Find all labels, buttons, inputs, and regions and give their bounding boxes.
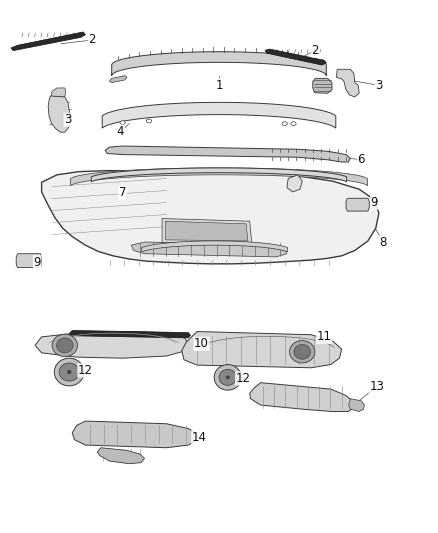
Polygon shape [19,256,39,265]
Text: 12: 12 [236,372,251,385]
Text: 7: 7 [119,187,127,199]
Polygon shape [110,76,127,83]
Ellipse shape [214,365,241,390]
Polygon shape [52,88,66,97]
Polygon shape [182,332,342,368]
Text: 10: 10 [194,337,209,350]
Text: 1: 1 [215,79,223,92]
Polygon shape [42,171,379,264]
Ellipse shape [52,334,78,357]
Ellipse shape [294,344,311,359]
Polygon shape [48,96,71,132]
Ellipse shape [146,119,152,123]
Polygon shape [162,219,252,244]
Ellipse shape [57,338,73,353]
Text: 6: 6 [357,154,365,166]
Text: 9: 9 [33,256,41,269]
Polygon shape [69,330,191,338]
Polygon shape [131,242,287,257]
Polygon shape [92,168,346,182]
Text: 14: 14 [192,431,207,443]
Ellipse shape [219,369,237,385]
Polygon shape [349,200,366,209]
Polygon shape [336,69,359,97]
Polygon shape [16,254,42,268]
Text: 9: 9 [371,196,378,209]
Polygon shape [349,399,364,411]
Text: 2: 2 [88,34,96,46]
Polygon shape [166,148,211,154]
Ellipse shape [59,363,79,381]
Text: 3: 3 [375,79,382,92]
Ellipse shape [291,122,296,126]
Polygon shape [123,147,163,154]
Polygon shape [105,146,350,162]
Text: 8: 8 [380,236,387,249]
Ellipse shape [67,370,71,374]
Text: 4: 4 [117,125,124,138]
Polygon shape [35,332,188,358]
Polygon shape [250,383,354,411]
Text: 13: 13 [369,380,384,393]
Polygon shape [102,102,336,128]
Ellipse shape [54,358,84,386]
Ellipse shape [226,375,230,379]
Text: 11: 11 [317,330,332,343]
Polygon shape [346,198,369,211]
Text: 2: 2 [311,44,319,57]
Ellipse shape [290,341,315,363]
Text: 3: 3 [64,114,71,126]
Text: 12: 12 [78,364,93,377]
Polygon shape [71,168,367,186]
Polygon shape [72,421,197,448]
Ellipse shape [120,120,125,124]
Polygon shape [313,78,332,93]
Polygon shape [287,175,302,192]
Polygon shape [142,241,287,252]
Polygon shape [97,448,145,464]
Polygon shape [11,32,85,51]
Polygon shape [265,49,326,65]
Ellipse shape [282,122,287,126]
Polygon shape [112,52,326,76]
Polygon shape [166,221,248,241]
